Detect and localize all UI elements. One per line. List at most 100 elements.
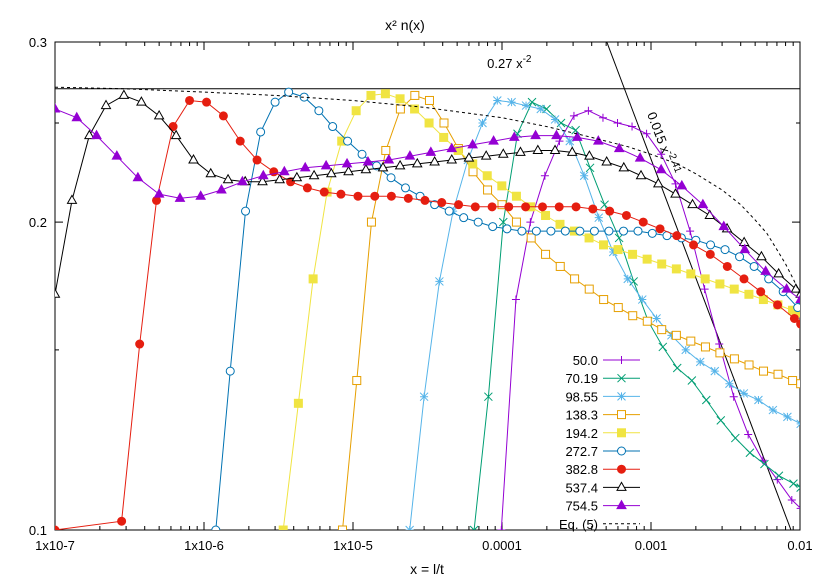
data-point [185,95,195,105]
data-point [437,198,447,208]
data-point [617,373,626,383]
data-point [715,340,724,349]
data-point [424,95,434,105]
data-point [256,127,266,137]
data-point [614,233,624,243]
data-point [773,300,783,310]
data-point [170,129,182,140]
data-point [504,202,514,212]
data-point [720,245,730,255]
data-point [619,226,629,236]
data-point [667,330,676,340]
data-point [569,111,578,120]
data-point [604,226,614,236]
series-line [55,99,800,530]
data-point [341,157,353,168]
data-point [715,348,725,358]
data-point [579,171,589,181]
data-point [686,269,696,279]
data-point [571,131,583,141]
data-point [601,155,613,166]
legend-label: 50.0 [573,353,598,368]
data-point [628,249,638,259]
data-point [613,142,625,153]
data-point [386,191,396,201]
data-point [222,173,234,184]
series-line [55,86,800,295]
data-point [153,109,165,120]
x-tick-label: 1x10-6 [184,538,224,553]
data-point [278,525,288,530]
data-point [497,526,506,530]
data-point [796,308,800,318]
data-point [521,101,531,110]
data-point [174,192,186,202]
data-point [511,295,520,304]
data-point [571,202,581,212]
data-point [790,283,800,293]
series-50-0 [497,106,800,530]
data-point [467,138,478,149]
data-point [716,415,726,425]
data-point [652,314,661,323]
data-point [735,252,745,262]
data-point [744,289,754,299]
data-point [483,185,493,195]
data-point [360,163,372,174]
legend: 50.0 70.19 98.55 138.3 194.2 272.7 382.8 537.4 7… [540,348,650,532]
data-point [400,183,410,193]
legend-label: 537.4 [565,480,598,495]
data-point [383,154,395,164]
data-point [584,284,594,294]
data-point [386,173,396,183]
data-point [91,129,102,140]
plot-area [54,41,801,531]
data-point [617,410,626,420]
x-tick-label: 1x10-7 [35,538,75,553]
data-point [655,163,667,174]
data-point [549,144,561,154]
data-point [729,354,739,364]
data-point [756,287,766,297]
data-point [526,233,536,243]
data-point [404,150,416,160]
data-point [658,342,668,352]
legend-background [540,348,650,520]
data-point [308,274,318,284]
y-tick-label: 0.1 [29,523,47,538]
data-point [560,226,570,236]
data-point [613,303,623,313]
data-point [536,104,546,114]
reference-lines [55,42,800,530]
annotation-exponent: -2 [523,54,532,65]
data-point [132,171,144,182]
data-point [773,369,783,379]
data-point [749,261,759,271]
data-point [642,129,651,138]
data-point [195,190,207,200]
data-point [754,395,763,405]
data-point [628,122,637,131]
data-point [652,177,664,188]
data-point [745,448,755,458]
data-point [599,240,609,250]
data-point [729,392,738,401]
legend-label: 272.7 [565,444,598,459]
data-point [83,129,95,140]
data-point [299,161,311,172]
data-point [487,202,497,212]
data-point [497,148,509,158]
data-point [274,173,286,184]
data-point [655,224,665,234]
data-point [687,198,698,209]
data-point [730,433,740,443]
legend-label: 194.2 [565,426,598,441]
data-point [527,97,537,107]
data-point [530,129,541,140]
data-point [760,265,771,275]
data-point [621,210,631,220]
data-point [508,131,520,141]
data-point [697,198,709,209]
data-point [617,446,626,456]
data-point [598,113,607,122]
